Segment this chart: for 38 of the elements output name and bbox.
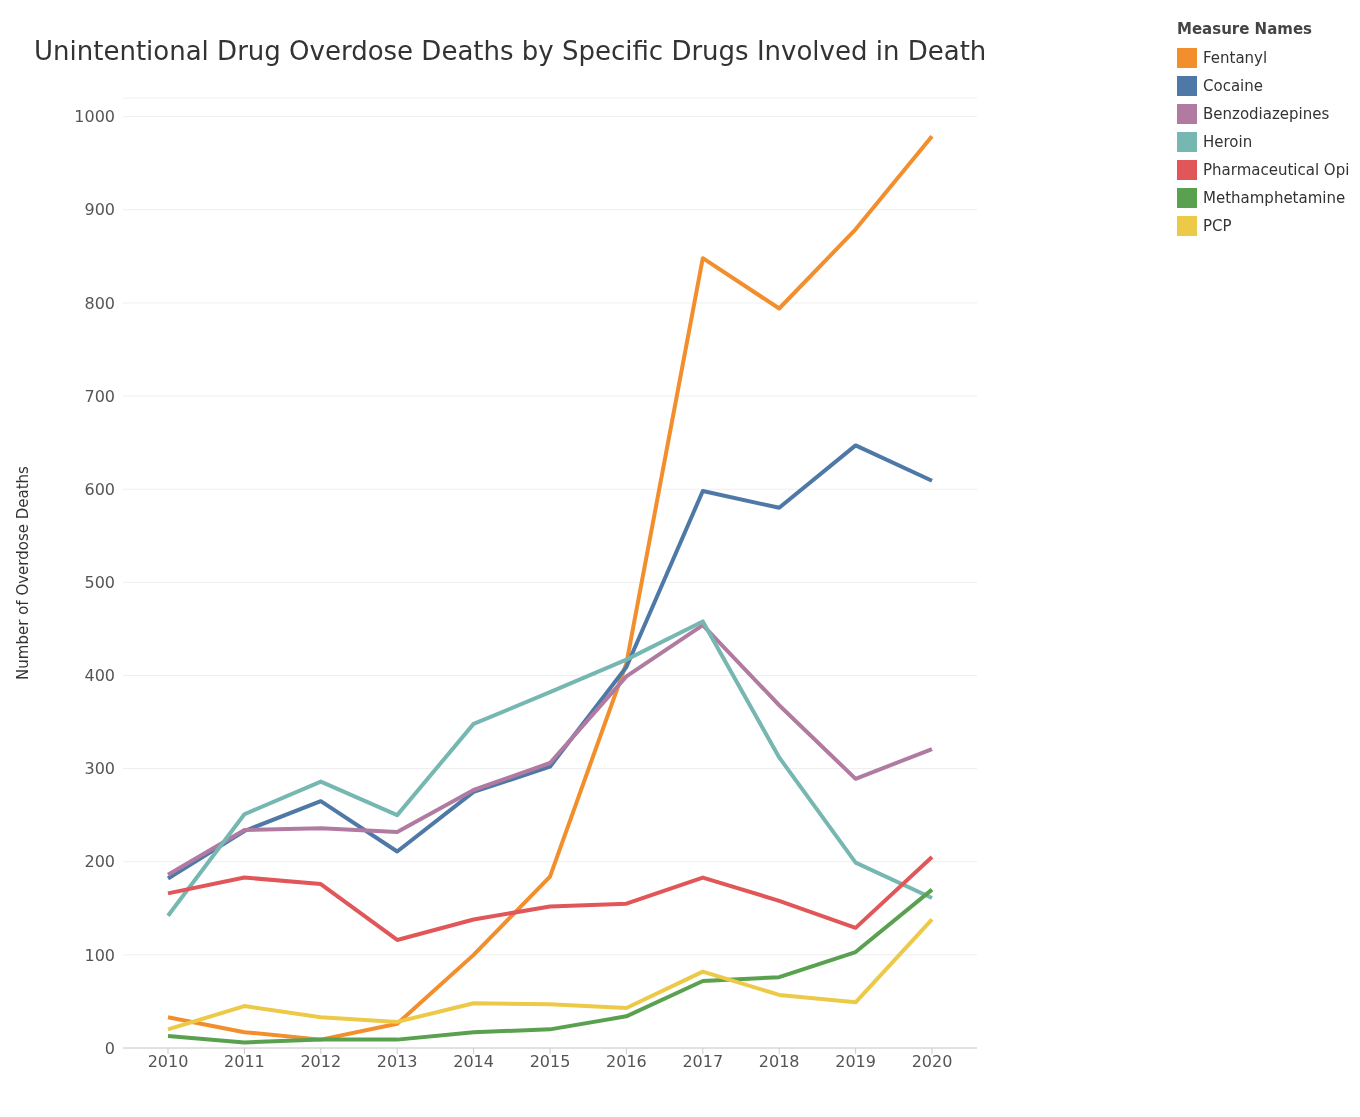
line-series: [166, 134, 934, 1042]
y-tick-label: 700: [84, 386, 115, 406]
y-tick-label: 400: [84, 666, 115, 686]
legend-label: Methamphetamine: [1203, 189, 1346, 207]
chart-title: Unintentional Drug Overdose Deaths by Specific Drugs Involved in Death: [34, 36, 987, 66]
x-tick-label: 2019: [835, 1052, 876, 1072]
x-tick-label: 2012: [300, 1052, 342, 1072]
x-tick-label: 2016: [606, 1052, 647, 1072]
line-series: [166, 887, 934, 1045]
x-tick-label: 2010: [147, 1052, 189, 1072]
line-series: [166, 855, 934, 942]
legend-label: Benzodiazepines: [1203, 105, 1330, 123]
y-tick-label: 1000: [74, 107, 115, 127]
line-series: [166, 917, 934, 1032]
y-tick-label: 900: [84, 200, 115, 220]
y-tick-label: 500: [84, 572, 115, 592]
legend-label: Cocaine: [1203, 77, 1263, 95]
x-tick-label: 2018: [758, 1052, 800, 1072]
y-axis-title: Number of Overdose Deaths: [14, 465, 33, 680]
line-series: [166, 623, 934, 877]
legend-label: Pharmaceutical Opi: [1203, 161, 1350, 179]
legend-label: PCP: [1203, 217, 1232, 235]
y-tick-label: 100: [84, 945, 115, 965]
line-series: [166, 619, 934, 918]
y-tick-label: 800: [84, 293, 115, 313]
y-tick-label: 600: [84, 479, 115, 499]
x-tick-label: 2020: [911, 1052, 953, 1072]
x-tick-label: 2015: [529, 1052, 571, 1072]
x-tick-label: 2013: [376, 1052, 418, 1072]
x-tick-label: 2011: [224, 1052, 265, 1072]
x-tick-label: 2014: [453, 1052, 494, 1072]
legend-label: Fentanyl: [1203, 49, 1268, 67]
y-tick-label: 200: [84, 852, 115, 872]
legend-label: Heroin: [1203, 133, 1253, 151]
y-tick-label: 0: [104, 1038, 115, 1058]
legend-title: Measure Names: [1177, 20, 1314, 38]
x-tick-label: 2017: [682, 1052, 724, 1072]
y-tick-label: 300: [84, 759, 115, 779]
